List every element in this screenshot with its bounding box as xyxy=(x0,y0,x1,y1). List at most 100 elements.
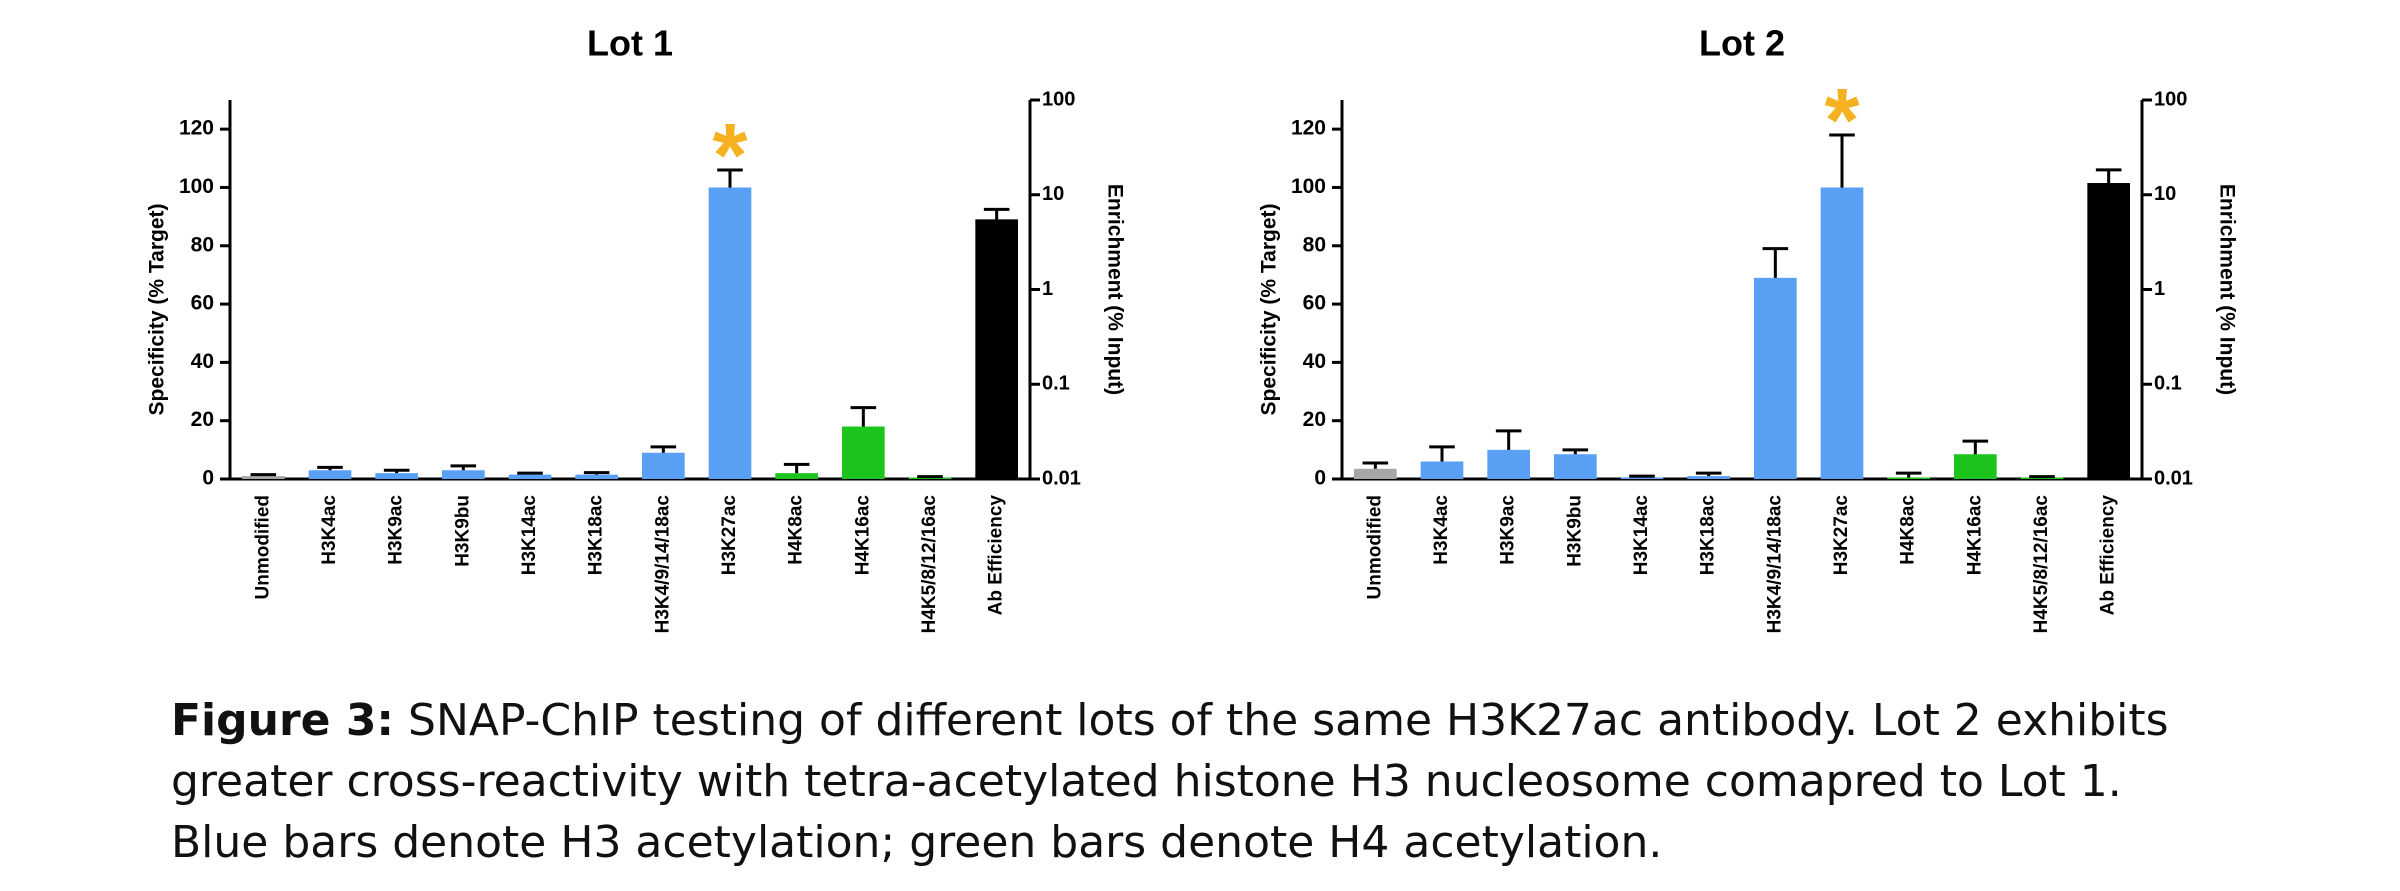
chart-title: Lot 1 xyxy=(587,23,673,64)
y-tick-label: 60 xyxy=(1303,292,1326,315)
error-bar xyxy=(983,207,1010,220)
bar xyxy=(1354,468,1397,479)
error-bar xyxy=(783,462,810,474)
x-tick-label: H4K8ac xyxy=(1898,495,1919,565)
caption-line: Blue bars denote H3 acetylation; green b… xyxy=(171,817,1663,868)
y2-tick-label: 0.1 xyxy=(1042,373,1070,395)
y-tick-label: 20 xyxy=(1303,408,1326,431)
x-tick-label: H3K14ac xyxy=(519,495,540,576)
bar xyxy=(1754,277,1797,479)
error-bar xyxy=(850,406,877,427)
y-tick-label: 80 xyxy=(1303,233,1326,256)
y-tick-label: 80 xyxy=(191,233,214,256)
error-bar xyxy=(717,168,743,188)
error-bar xyxy=(2095,168,2122,184)
error-bar xyxy=(1562,448,1589,455)
x-tick-label: H3K14ac xyxy=(1631,495,1652,576)
x-tick-label: H3K27ac xyxy=(719,495,740,576)
x-tick-label: H3K4ac xyxy=(1431,495,1452,565)
error-bar xyxy=(650,445,677,453)
x-tick-label: H4K16ac xyxy=(1964,495,1985,576)
charts: Lot 1 Specificity (% Target) Enrichment (%… xyxy=(146,23,2239,634)
error-bar xyxy=(1362,461,1389,469)
bar xyxy=(1554,454,1597,479)
error-bar xyxy=(1762,247,1789,278)
x-tick-label: Unmodified xyxy=(1364,495,1385,600)
bar xyxy=(308,470,352,479)
bar xyxy=(1687,476,1730,479)
x-tick-label: H4K16ac xyxy=(852,495,873,576)
x-tick-label: Ab Efficiency xyxy=(2098,495,2119,616)
error-bar xyxy=(450,464,477,471)
y2-tick-label: 100 xyxy=(2154,88,2187,110)
y-axis-label: Specificity (% Target) xyxy=(146,204,169,416)
y2-tick-label: 0.01 xyxy=(1042,467,1081,489)
error-bar xyxy=(1962,439,1989,455)
error-bar xyxy=(2029,475,2055,479)
y2-tick-label: 10 xyxy=(1042,183,1064,205)
x-tick-label: H3K9bu xyxy=(452,495,473,567)
x-tick-label: H3K27ac xyxy=(1831,495,1852,576)
y2-tick-label: 1 xyxy=(2154,278,2165,300)
error-bar xyxy=(917,475,943,479)
x-tick-label: H3K4/9/14/18ac xyxy=(1764,495,1785,634)
y-tick-label: 100 xyxy=(1291,175,1326,198)
y2-tick-label: 0.01 xyxy=(2154,467,2193,489)
y2-axis-label: Enrichment (% Input) xyxy=(1103,184,1126,395)
error-bar xyxy=(250,473,277,477)
y2-axis-label: Enrichment (% Input) xyxy=(2215,184,2238,395)
x-tick-label: H3K4ac xyxy=(319,495,340,565)
y-tick-label: 120 xyxy=(1291,117,1326,140)
y2-tick-label: 0.1 xyxy=(2154,373,2182,395)
x-tick-label: Unmodified xyxy=(252,495,273,600)
y2-tick-label: 10 xyxy=(2154,183,2176,205)
error-bar xyxy=(1495,429,1522,450)
annotation: * xyxy=(712,106,747,206)
bar xyxy=(442,470,485,479)
bar xyxy=(708,187,752,479)
x-tick-label: Ab Efficiency xyxy=(986,495,1007,616)
bar xyxy=(1487,449,1530,479)
x-tick-label: H3K4/9/14/18ac xyxy=(652,495,673,634)
caption-line: Figure 3: SNAP-ChIP testing of different… xyxy=(171,690,2169,751)
x-tick-label: H3K18ac xyxy=(1698,495,1719,576)
error-bar xyxy=(1429,445,1455,462)
bar xyxy=(775,473,818,479)
bar xyxy=(908,477,952,479)
x-tick-label: H4K5/8/12/16ac xyxy=(919,495,940,634)
bar xyxy=(642,452,685,479)
error-bar xyxy=(1895,471,1922,478)
bar xyxy=(375,473,418,479)
caption-text: SNAP-ChIP testing of different lots of t… xyxy=(408,695,2169,746)
bar xyxy=(2020,477,2064,479)
bar xyxy=(242,476,285,479)
y-tick-label: 120 xyxy=(179,117,214,140)
bar xyxy=(1620,477,1664,479)
bar xyxy=(2087,183,2130,479)
error-bar xyxy=(583,471,610,475)
y-tick-label: 40 xyxy=(1303,350,1326,373)
y2-tick-label: 100 xyxy=(1042,88,1075,110)
error-bar xyxy=(317,465,343,471)
bar xyxy=(1887,477,1930,479)
caption: Figure 3: SNAP-ChIP testing of different… xyxy=(171,690,2169,873)
x-tick-label: H3K9ac xyxy=(1498,495,1519,565)
error-bar xyxy=(1629,474,1655,478)
error-bar xyxy=(383,468,410,474)
bar xyxy=(508,474,552,479)
x-tick-label: H4K5/8/12/16ac xyxy=(2031,495,2052,634)
y-tick-label: 0 xyxy=(202,467,214,490)
y-tick-label: 0 xyxy=(1314,467,1326,490)
error-bar xyxy=(1695,471,1722,477)
bar xyxy=(1420,461,1464,479)
y-tick-label: 40 xyxy=(191,350,214,373)
chart-title: Lot 2 xyxy=(1699,23,1785,64)
annotation: * xyxy=(1824,71,1859,171)
bar xyxy=(1820,187,1864,479)
bar xyxy=(1954,454,1997,479)
bar xyxy=(975,219,1018,479)
y-tick-label: 100 xyxy=(179,175,214,198)
caption-line: greater cross-reactivity with tetra-acet… xyxy=(171,756,2122,807)
y-axis-label: Specificity (% Target) xyxy=(1258,204,1281,416)
